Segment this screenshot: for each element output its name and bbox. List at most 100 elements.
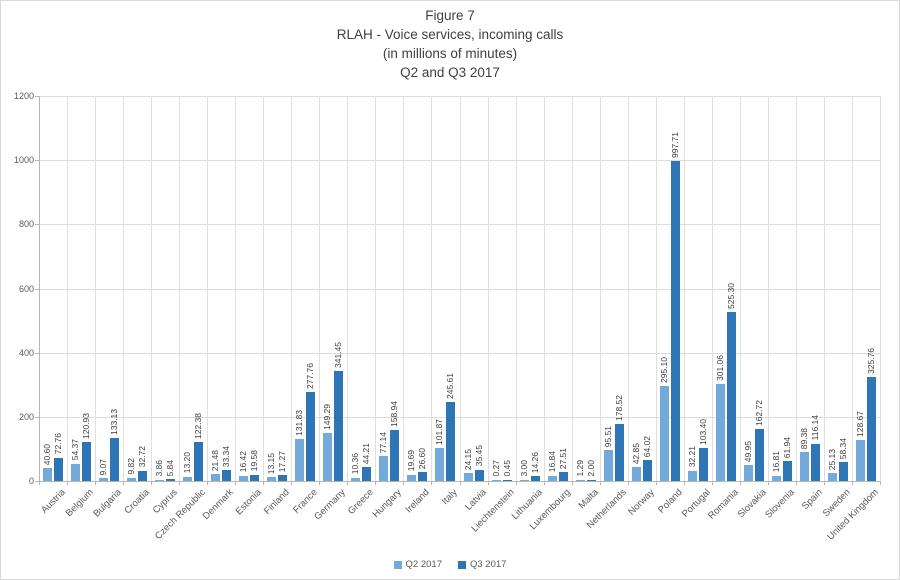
bar xyxy=(586,480,596,481)
value-label: 3.86 xyxy=(154,460,165,477)
bar xyxy=(54,457,64,481)
gridline-vertical xyxy=(571,96,573,481)
value-label: 42.85 xyxy=(630,442,641,465)
bar xyxy=(631,467,641,481)
gridline-vertical xyxy=(39,96,40,481)
bar xyxy=(222,470,232,481)
gridline-vertical xyxy=(95,96,97,481)
gridline-vertical xyxy=(403,96,405,481)
gridline-vertical xyxy=(263,96,265,481)
bar xyxy=(463,473,473,481)
x-axis-tick xyxy=(431,481,433,485)
chart-title-line-1: Figure 7 xyxy=(425,8,475,23)
bar xyxy=(743,464,753,481)
x-axis-tick xyxy=(795,481,797,485)
x-axis-label: Bulgaria xyxy=(91,487,124,520)
y-axis-tick xyxy=(35,160,39,162)
bar xyxy=(239,475,249,481)
bar xyxy=(183,476,193,481)
x-axis-tick xyxy=(291,481,293,485)
x-axis-label: Malta xyxy=(576,487,601,512)
x-axis-label: Croatia xyxy=(122,487,152,517)
bar xyxy=(250,474,260,481)
bar xyxy=(519,480,529,481)
x-axis-tick xyxy=(543,481,545,485)
bar xyxy=(491,480,501,481)
gridline-vertical xyxy=(683,96,685,481)
x-axis-label: Latvia xyxy=(462,487,489,513)
gridline-vertical xyxy=(207,96,209,481)
value-label: 178.52 xyxy=(613,394,624,421)
x-axis-tick xyxy=(95,481,97,485)
value-label: 77.14 xyxy=(378,431,389,454)
value-label: 72.76 xyxy=(53,433,64,455)
gridline-vertical xyxy=(767,96,769,481)
value-label: 2.00 xyxy=(585,460,596,477)
x-axis-tick xyxy=(739,481,741,485)
gridline-vertical xyxy=(851,96,853,481)
bar xyxy=(351,477,361,481)
bar xyxy=(379,456,389,481)
gridline-vertical xyxy=(795,96,797,481)
gridline-vertical xyxy=(823,96,825,481)
bar xyxy=(782,461,792,481)
x-axis-tick xyxy=(655,481,657,485)
y-axis-label: 600 xyxy=(18,283,34,294)
chart-title-line-4: Q2 and Q3 2017 xyxy=(400,65,500,80)
value-label: 277.76 xyxy=(305,362,316,389)
x-axis-label: Czech Republic xyxy=(153,487,208,542)
x-axis-label: United Kingdom xyxy=(825,487,881,543)
value-label: 64.02 xyxy=(641,436,652,458)
gridline-vertical xyxy=(67,96,69,481)
gridline-vertical xyxy=(515,96,517,481)
value-label: 13.15 xyxy=(266,452,277,474)
value-label: 54.37 xyxy=(70,439,81,461)
x-axis-tick xyxy=(375,481,377,485)
x-axis-label: Spain xyxy=(799,487,825,512)
value-label: 13.20 xyxy=(182,452,193,474)
value-label: 103.40 xyxy=(697,418,708,445)
bar xyxy=(726,312,736,481)
value-label: 26.60 xyxy=(417,448,428,470)
bar xyxy=(323,433,333,481)
value-label: 101.87 xyxy=(434,419,445,446)
bar xyxy=(866,376,876,481)
x-axis-tick xyxy=(851,481,853,485)
gridline-vertical xyxy=(123,96,125,481)
chart-title-line-2: RLAH - Voice services, incoming calls xyxy=(336,27,564,42)
bar xyxy=(558,472,568,481)
x-axis-label: Slovakia xyxy=(735,487,769,521)
bar xyxy=(390,430,400,481)
bar xyxy=(267,476,277,481)
value-label: 10.36 xyxy=(350,453,361,475)
value-label: 301.06 xyxy=(714,355,725,382)
value-label: 162.72 xyxy=(753,399,764,426)
x-axis-tick xyxy=(823,481,825,485)
bar xyxy=(306,391,316,481)
x-axis-tick xyxy=(880,481,881,485)
value-label: 17.27 xyxy=(277,451,288,473)
value-label: 5.84 xyxy=(165,459,176,477)
x-axis-label: Finland xyxy=(262,487,293,517)
bar xyxy=(166,479,176,481)
value-label: 3.00 xyxy=(518,460,529,477)
gridline-vertical xyxy=(487,96,489,481)
bar xyxy=(642,460,652,481)
bar xyxy=(99,478,109,481)
bar xyxy=(698,447,708,481)
plot-area: 0 200 400 600 800 1000 1200 40.60 72.76 Austria 54… xyxy=(14,91,881,543)
bar xyxy=(194,441,204,481)
bar xyxy=(295,438,305,481)
value-label: 133.13 xyxy=(109,409,120,436)
gridline-vertical xyxy=(739,96,741,481)
y-axis-label: 1200 xyxy=(13,91,34,101)
gridline-vertical xyxy=(880,96,881,481)
bar xyxy=(799,452,809,481)
value-label: 120.93 xyxy=(81,413,92,440)
bar xyxy=(810,443,820,481)
x-axis-tick xyxy=(319,481,321,485)
bar xyxy=(418,472,428,481)
chart-title-line-3: (in millions of minutes) xyxy=(382,46,518,61)
gridline-vertical xyxy=(599,96,601,481)
bar xyxy=(82,442,92,481)
